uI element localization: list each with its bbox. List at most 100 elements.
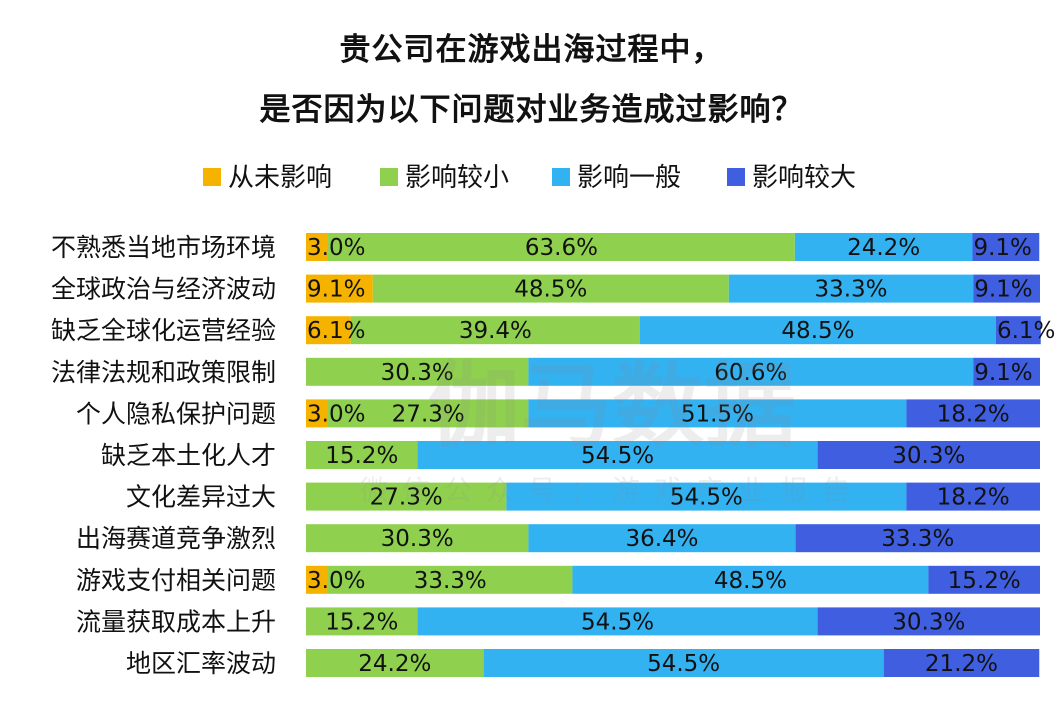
data-label: 33.3% — [881, 526, 954, 552]
legend-label: 影响较大 — [752, 163, 856, 193]
data-label: 27.3% — [392, 401, 465, 427]
legend-label: 影响较小 — [405, 163, 509, 193]
bar-segment — [883, 649, 1040, 677]
bar-segment — [306, 233, 329, 261]
data-label: 54.5% — [647, 651, 720, 677]
category-label: 不熟悉当地市场环境 — [51, 233, 276, 262]
bar-segment — [306, 316, 351, 345]
data-label: 39.4% — [459, 318, 532, 344]
bar-segment — [306, 649, 484, 677]
bar-segment — [417, 441, 818, 469]
bar-segment — [973, 357, 1040, 386]
bar-segment — [328, 233, 795, 261]
data-label: 48.5% — [781, 318, 854, 344]
data-label: 15.2% — [325, 609, 398, 635]
data-label: 3.0% — [307, 235, 365, 261]
legend-swatch — [552, 168, 570, 186]
bar-segment — [306, 357, 529, 386]
data-label: 21.2% — [925, 651, 998, 677]
bar-segment — [306, 524, 529, 553]
data-label: 6.1% — [307, 318, 365, 344]
category-label: 全球政治与经济波动 — [51, 275, 276, 304]
chart-title-line-1: 贵公司在游戏出海过程中， — [339, 32, 724, 68]
legend-swatch — [727, 168, 745, 186]
data-label: 9.1% — [307, 277, 365, 303]
data-label: 24.2% — [358, 651, 431, 677]
data-label: 63.6% — [525, 235, 598, 261]
bar-segment — [483, 649, 884, 677]
data-label: 54.5% — [581, 609, 654, 635]
bar-segment — [906, 482, 1040, 511]
data-label: 9.1% — [973, 235, 1031, 261]
data-label: 6.1% — [997, 318, 1055, 344]
category-label: 法律法规和政策限制 — [51, 358, 276, 387]
bar-segment — [328, 399, 529, 428]
data-label: 9.1% — [974, 277, 1032, 303]
category-label: 游戏支付相关问题 — [76, 566, 276, 595]
data-label: 30.3% — [892, 609, 965, 635]
data-label: 24.2% — [847, 235, 920, 261]
bar-segment — [506, 482, 907, 511]
category-label: 缺乏全球化运营经验 — [51, 316, 276, 345]
bar-segment — [906, 399, 1040, 428]
bar-segment — [306, 482, 507, 511]
legend-swatch — [380, 168, 398, 186]
data-label: 15.2% — [325, 443, 398, 469]
data-label: 3.0% — [307, 401, 365, 427]
data-label: 9.1% — [974, 360, 1032, 386]
bar-segment — [817, 607, 1040, 636]
chart-legend: 从未影响 影响较小 影响一般 影响较大 — [203, 163, 856, 193]
bar-segment — [995, 316, 1041, 345]
bar-segment — [306, 399, 329, 428]
data-label: 36.4% — [625, 526, 698, 552]
bar-segment — [306, 274, 373, 303]
bar-segment — [528, 357, 974, 386]
legend-label: 从未影响 — [228, 163, 332, 193]
data-label: 54.5% — [670, 485, 743, 511]
data-label: 33.3% — [814, 277, 887, 303]
data-label: 30.3% — [892, 443, 965, 469]
bar-segment — [306, 607, 418, 636]
bar-segment — [350, 316, 640, 345]
data-label: 33.3% — [414, 568, 487, 594]
data-label: 51.5% — [681, 401, 754, 427]
category-label: 个人隐私保护问题 — [76, 399, 276, 428]
bar-segment — [328, 565, 573, 594]
data-label: 27.3% — [370, 485, 443, 511]
bar-segment — [306, 565, 329, 594]
bar-segment — [928, 565, 1040, 594]
bar-segment — [795, 524, 1040, 553]
data-label: 54.5% — [581, 443, 654, 469]
watermark-sub-text: 微信公众号：游戏产业报告 — [360, 474, 864, 507]
data-label: 48.5% — [714, 568, 787, 594]
category-label: 地区汇率波动 — [126, 649, 276, 678]
data-label: 60.6% — [714, 360, 787, 386]
data-label: 18.2% — [937, 485, 1010, 511]
data-label: 30.3% — [381, 360, 454, 386]
bar-segment — [572, 565, 929, 594]
legend-label: 影响一般 — [577, 163, 681, 193]
bar-segment — [639, 316, 996, 345]
chart-title-line-2: 是否因为以下问题对业务造成过影响？ — [259, 92, 804, 128]
bar-segment — [528, 524, 796, 553]
bar-area: 3.0% 63.6% 24.2% 9.1% 9.1% 48.5% 33.3% 9.1% 6.1%… — [306, 233, 1055, 677]
bar-segment — [817, 441, 1040, 469]
bar-segment — [973, 274, 1040, 303]
data-label: 15.2% — [948, 568, 1021, 594]
data-label: 48.5% — [514, 277, 587, 303]
bar-segment — [794, 233, 973, 261]
bar-segment — [372, 274, 729, 303]
bar-segment — [972, 233, 1040, 261]
category-axis-labels: 不熟悉当地市场环境全球政治与经济波动缺乏全球化运营经验法律法规和政策限制个人隐私… — [51, 233, 276, 678]
category-label: 文化差异过大 — [126, 483, 276, 512]
category-label: 出海赛道竞争激烈 — [76, 524, 276, 553]
watermark: 伽马数据 微信公众号：游戏产业报告 — [360, 353, 864, 507]
category-label: 流量获取成本上升 — [76, 607, 276, 636]
bar-segment — [528, 399, 907, 428]
category-label: 缺乏本土化人才 — [101, 441, 276, 470]
legend-swatch — [203, 168, 221, 186]
watermark-main-text: 伽马数据 — [428, 353, 796, 460]
data-label: 30.3% — [381, 526, 454, 552]
data-label: 3.0% — [307, 568, 365, 594]
